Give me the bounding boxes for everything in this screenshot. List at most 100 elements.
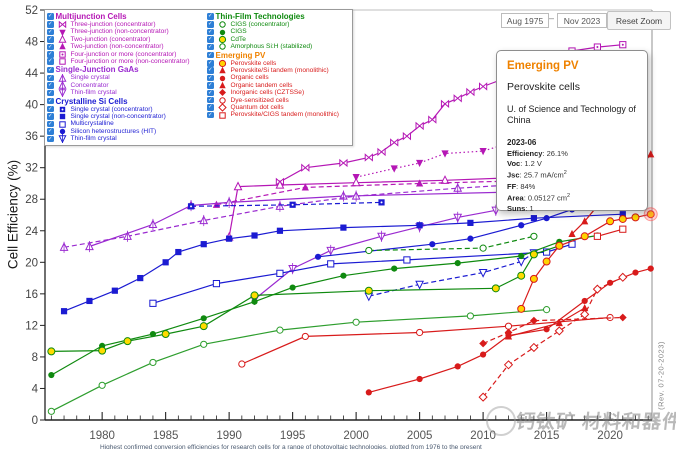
organic-tandem-cells-marker-icon [218, 81, 226, 89]
inorganic-cells-cztsse-marker-icon [218, 89, 226, 97]
series-inorganic-czts [479, 313, 627, 348]
tooltip-metric-voc: Voc: 1.2 V [507, 159, 542, 169]
single-crystal-non-concentrator-marker-icon [59, 113, 65, 120]
checkbox-thin-film[interactable]: ✓ [207, 13, 214, 20]
legend-item-amorphous-si-h-stabilized[interactable]: ✓ Amorphous Si:H (stabilized) [207, 43, 348, 50]
checkbox-concentrator[interactable]: ✓ [47, 82, 54, 89]
checkbox-amorphous-si-h-stabilized[interactable]: ✓ [207, 43, 214, 51]
checkbox-silicon-heterostructures-hit[interactable]: ✓ [47, 128, 54, 135]
tooltip-metric-ff: FF: 84% [507, 181, 536, 191]
single-crystal-concentrator-marker-icon [59, 106, 65, 112]
series-gaas-thin-film-crystal [250, 204, 501, 305]
checkbox-quantum-dot-cells[interactable]: ✓ [207, 104, 214, 111]
legend-item-thin-film-crystal[interactable]: ✓ Thin-film crystal [47, 134, 207, 144]
checkbox-gaas[interactable]: ✓ [47, 66, 54, 74]
legend-item-three-junction-concentrator[interactable]: ✓ Three-junction (concentrator) [47, 20, 207, 29]
checkbox-three-junction-non-concentrator[interactable]: ✓ [47, 28, 54, 36]
checkbox-perovskite-cells[interactable]: ✓ [207, 60, 214, 67]
tooltip-metrics: Efficiency: 26.1% Voc: 1.2 V Jsc: 25.7 mA/… [507, 149, 638, 215]
watermark-logo-icon [486, 406, 516, 436]
legend-section-title: Emerging PV [215, 50, 266, 60]
legend-item-two-junction-concentrator[interactable]: ✓ Two-junction (concentrator) [47, 34, 207, 43]
legend-item-perovskite-cigs-tandem-monolithic[interactable]: ✓ Perovskite/CIGS tandem (monolithic) [207, 111, 348, 118]
legend-item-quantum-dot-cells[interactable]: ✓ Quantum dot cells [207, 103, 348, 112]
legend-item-thin-film-crystal[interactable]: ✓ Thin-film crystal [47, 88, 207, 98]
checkbox-multijunction[interactable]: ✓ [47, 13, 54, 20]
checkbox-single-crystal-concentrator[interactable]: ✓ [47, 105, 54, 113]
checkbox-three-junction-concentrator[interactable]: ✓ [47, 21, 54, 28]
checkbox-two-junction-non-concentrator[interactable]: ✓ [47, 43, 54, 51]
three-junction-non-concentrator-marker-icon [58, 29, 66, 36]
checkbox-single-crystal[interactable]: ✓ [47, 74, 54, 82]
legend-item-single-crystal[interactable]: ✓ Single crystal [47, 73, 207, 83]
thin-film-crystal-marker-icon [57, 134, 67, 144]
legend-item-single-crystal-non-concentrator[interactable]: ✓ Single crystal (non-concentrator) [47, 113, 207, 120]
legend-item-two-junction-non-concentrator[interactable]: ✓ Two-junction (non-concentrator) [47, 43, 207, 50]
checkbox-perovskite-cigs-tandem-monolithic[interactable]: ✓ [207, 111, 214, 119]
checkbox-single-crystal-non-concentrator[interactable]: ✓ [47, 113, 54, 120]
checkbox-organic-cells[interactable]: ✓ [207, 74, 214, 82]
legend-section-thin-film[interactable]: ✓ Thin-Film Technologies [207, 12, 348, 21]
legend-item-silicon-heterostructures-hit[interactable]: ✓ Silicon heterostructures (HIT) [47, 128, 207, 135]
legend-item-dye-sensitized-cells[interactable]: ✓ Dye-sensitized cells [207, 97, 348, 104]
legend-item-four-junction-or-more-concentrator[interactable]: ✓ Four-junction or more (concentrator) [47, 51, 207, 58]
legend-item-label: Amorphous Si:H (stabilized) [230, 43, 313, 51]
checkbox-si[interactable]: ✓ [47, 97, 54, 105]
series-si-single-crystal-concentrator [187, 199, 385, 210]
legend-item-multicrystalline[interactable]: ✓ Multicrystalline [47, 120, 207, 127]
legend-item-label: CIGS [230, 28, 247, 36]
legend-item-single-crystal-concentrator[interactable]: ✓ Single crystal (concentrator) [47, 106, 207, 113]
legend-item-label: Thin-film crystal [70, 89, 117, 97]
checkbox-thin-film-crystal[interactable]: ✓ [47, 89, 54, 97]
y-tick-label: 24 [25, 226, 38, 238]
checkbox-perovskite-si-tandem-monolithic[interactable]: ✓ [207, 67, 214, 74]
dye-sensitized-cells-marker-icon [218, 97, 226, 104]
checkbox-thin-film-crystal[interactable]: ✓ [47, 135, 54, 143]
silicon-heterostructures-hit-marker-icon [59, 128, 65, 135]
checkbox-cigs[interactable]: ✓ [207, 28, 214, 36]
legend-item-label: Perovskite/Si tandem (monolithic) [230, 66, 329, 74]
legend-item-label: CdTe [230, 35, 246, 43]
quantum-dot-cells-marker-icon [217, 103, 227, 112]
four-junction-or-more-non-concentrator-marker-icon [58, 58, 66, 65]
legend-item-concentrator[interactable]: ✓ Concentrator [47, 80, 207, 90]
legend-item-three-junction-non-concentrator[interactable]: ✓ Three-junction (non-concentrator) [47, 28, 207, 36]
legend-item-four-junction-or-more-non-concentrator[interactable]: ✓ Four-junction or more (non-concentrator… [47, 58, 207, 65]
reset-zoom-button[interactable]: Reset Zoom [607, 11, 671, 30]
legend-section-emerging-pv[interactable]: ✓ Emerging PV [207, 51, 348, 60]
legend-item-cdte[interactable]: ✓ CdTe [207, 35, 348, 44]
checkbox-multicrystalline[interactable]: ✓ [47, 120, 54, 128]
x-tick-label: 2005 [407, 430, 433, 442]
legend-section-multijunction[interactable]: ✓ Multijunction Cells [47, 12, 207, 21]
legend-item-organic-tandem-cells[interactable]: ✓ Organic tandem cells [207, 82, 348, 89]
checkbox-inorganic-cells-cztsse[interactable]: ✓ [207, 89, 214, 97]
checkbox-four-junction-or-more-concentrator[interactable]: ✓ [47, 51, 54, 58]
legend-item-cigs-concentrator[interactable]: ✓ CIGS (concentrator) [207, 21, 348, 28]
perovskite-cells-marker-icon [218, 59, 226, 67]
legend-section-si[interactable]: ✓ Crystalline Si Cells [47, 97, 207, 106]
checkbox-four-junction-or-more-non-concentrator[interactable]: ✓ [47, 58, 54, 65]
tooltip-organization: U. of Science and Technology of China [507, 104, 636, 126]
legend-section-gaas[interactable]: ✓ Single-Junction GaAs [47, 65, 207, 74]
date-range-to-input[interactable]: Nov 2023 [557, 13, 607, 28]
date-range-from-input[interactable]: Aug 1975 [501, 13, 549, 28]
legend-item-label: Multicrystalline [70, 120, 114, 128]
checkbox-dye-sensitized-cells[interactable]: ✓ [207, 96, 214, 104]
legend-item-inorganic-cells-cztsse[interactable]: ✓ Inorganic cells (CZTSSe) [207, 89, 348, 97]
legend-item-cigs[interactable]: ✓ CIGS [207, 28, 348, 35]
legend-item-perovskite-si-tandem-monolithic[interactable]: ✓ Perovskite/Si tandem (monolithic) [207, 67, 348, 74]
checkbox-cigs-concentrator[interactable]: ✓ [207, 21, 214, 28]
checkbox-cdte[interactable]: ✓ [207, 36, 214, 43]
thin-film-crystal-marker-icon [57, 88, 67, 98]
y-axis-title: Cell Efficiency (%) [5, 159, 21, 270]
legend-item-organic-cells[interactable]: ✓ Organic cells [207, 74, 348, 81]
legend-item-label: Two-junction (concentrator) [70, 35, 151, 43]
highlighted-data-point[interactable] [643, 207, 658, 222]
checkbox-two-junction-concentrator[interactable]: ✓ [47, 36, 54, 43]
legend-section-title: Crystalline Si Cells [55, 96, 128, 106]
checkbox-emerging-pv[interactable]: ✓ [207, 51, 214, 59]
amorphous-si-h-stabilized-marker-icon [218, 43, 226, 51]
legend-item-perovskite-cells[interactable]: ✓ Perovskite cells [207, 60, 348, 67]
checkbox-organic-tandem-cells[interactable]: ✓ [207, 82, 214, 89]
series-quantum-dot [478, 272, 628, 402]
